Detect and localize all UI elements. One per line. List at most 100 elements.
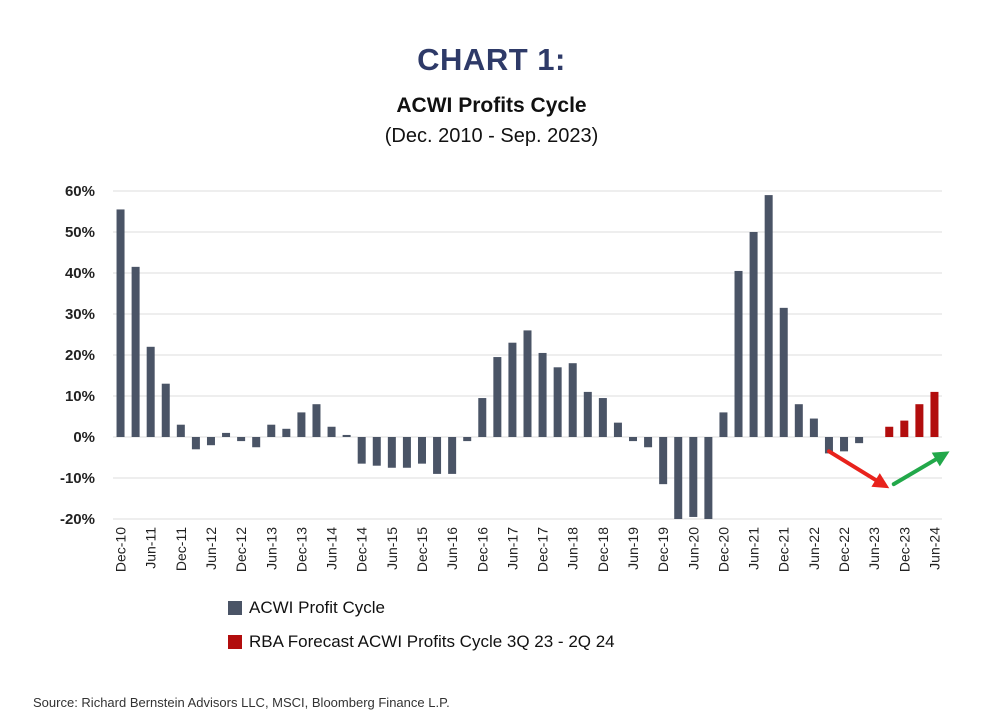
x-tick-label: Jun-20 xyxy=(685,527,701,570)
bar xyxy=(206,437,215,446)
x-tick-label: Dec-19 xyxy=(655,527,671,572)
x-tick-label: Dec-22 xyxy=(836,527,852,572)
x-tick-label: Dec-12 xyxy=(233,527,249,572)
y-tick-label: 30% xyxy=(65,306,95,323)
bar xyxy=(568,363,577,437)
bar xyxy=(674,437,683,519)
bar xyxy=(764,195,773,437)
x-tick-label: Dec-18 xyxy=(595,527,611,572)
bar xyxy=(629,437,638,442)
bar xyxy=(478,398,487,437)
trend-arrows xyxy=(826,449,950,489)
chart-subtitle: (Dec. 2010 - Sep. 2023) xyxy=(384,125,599,147)
bar xyxy=(840,437,849,452)
bar xyxy=(342,434,351,437)
up-arrow-shaft xyxy=(891,457,938,487)
bar xyxy=(116,209,125,437)
x-tick-label: Jun-16 xyxy=(444,527,460,570)
y-tick-label: 10% xyxy=(65,388,95,405)
bar xyxy=(402,437,411,468)
bar xyxy=(749,232,758,437)
x-tick-label: Dec-16 xyxy=(474,527,490,572)
bar xyxy=(282,428,291,437)
x-tick-label: Dec-17 xyxy=(535,527,551,572)
x-tick-label: Jun-15 xyxy=(384,527,400,570)
chart-title: ACWI Profits Cycle xyxy=(396,94,587,117)
bar xyxy=(930,391,939,437)
x-tick-label: Jun-19 xyxy=(625,527,641,570)
bar xyxy=(598,398,607,437)
bar xyxy=(659,437,668,485)
legend-item-acwi: ACWI Profit Cycle xyxy=(228,594,615,622)
bar xyxy=(855,437,864,444)
down-arrow-shaft xyxy=(826,449,878,482)
bar xyxy=(387,437,396,468)
bar xyxy=(146,346,155,437)
bar xyxy=(372,437,381,466)
y-tick-label: 50% xyxy=(65,224,95,241)
bar xyxy=(885,426,894,437)
x-tick-label: Dec-14 xyxy=(354,527,370,572)
bar xyxy=(719,412,728,437)
x-tick-label: Jun-11 xyxy=(143,527,159,569)
y-axis-ticks: -20% -10% 0% 10% 20% 30% 40% 50% 60% xyxy=(60,183,95,528)
bar xyxy=(176,424,185,437)
bar xyxy=(222,432,231,437)
bar xyxy=(493,357,502,437)
legend-swatch-forecast xyxy=(228,635,242,649)
bar xyxy=(583,391,592,437)
bars xyxy=(116,195,939,519)
bar xyxy=(689,437,698,517)
bar xyxy=(809,418,818,437)
bar xyxy=(161,383,170,437)
bar xyxy=(327,426,336,437)
bar xyxy=(613,422,622,437)
bar xyxy=(463,437,472,442)
bar xyxy=(734,270,743,437)
legend-label-forecast: RBA Forecast ACWI Profits Cycle 3Q 23 - … xyxy=(249,632,615,651)
source-note: Source: Richard Bernstein Advisors LLC, … xyxy=(33,695,450,710)
up-arrow xyxy=(891,451,950,487)
bar xyxy=(433,437,442,474)
bar xyxy=(508,342,517,437)
x-tick-label: Dec-11 xyxy=(173,527,189,571)
x-tick-label: Jun-13 xyxy=(263,527,279,570)
bar xyxy=(237,437,246,442)
x-tick-label: Jun-23 xyxy=(866,527,882,570)
bar xyxy=(553,367,562,437)
x-tick-label: Dec-21 xyxy=(776,527,792,572)
x-axis-ticks: Dec-10 Jun-11 Dec-11 Jun-12 Dec-12 Jun-13 Dec-… xyxy=(113,527,943,572)
chart-heading: CHART 1: xyxy=(417,42,566,77)
bar xyxy=(824,437,833,454)
bar xyxy=(448,437,457,474)
x-tick-label: Dec-10 xyxy=(113,527,129,572)
bar xyxy=(417,437,426,464)
bar xyxy=(915,404,924,437)
x-tick-label: Jun-24 xyxy=(926,527,942,570)
down-arrow-head xyxy=(871,473,890,489)
x-tick-label: Jun-12 xyxy=(203,527,219,570)
bar xyxy=(191,437,200,450)
legend: ACWI Profit Cycle RBA Forecast ACWI Prof… xyxy=(228,594,615,662)
bar xyxy=(538,352,547,437)
x-tick-label: Dec-15 xyxy=(414,527,430,572)
bar xyxy=(312,404,321,437)
x-tick-label: Jun-17 xyxy=(504,527,520,570)
y-tick-label: 40% xyxy=(65,265,95,282)
bar xyxy=(900,420,909,437)
x-tick-label: Dec-23 xyxy=(896,527,912,572)
y-tick-label: 0% xyxy=(73,429,95,446)
bar xyxy=(704,437,713,519)
x-tick-label: Jun-14 xyxy=(324,527,340,570)
bar xyxy=(523,330,532,437)
x-tick-label: Jun-21 xyxy=(746,527,762,570)
legend-item-forecast: RBA Forecast ACWI Profits Cycle 3Q 23 - … xyxy=(228,628,615,656)
bar xyxy=(779,307,788,437)
y-tick-label: 20% xyxy=(65,347,95,364)
bar xyxy=(252,437,261,448)
y-tick-label: 60% xyxy=(65,183,95,200)
y-tick-label: -10% xyxy=(60,470,95,487)
down-arrow xyxy=(826,449,890,489)
bar xyxy=(267,424,276,437)
